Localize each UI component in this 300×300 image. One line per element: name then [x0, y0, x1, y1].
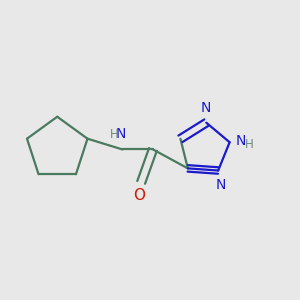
Text: H: H — [110, 128, 118, 141]
Text: N: N — [216, 178, 226, 192]
Text: H: H — [245, 138, 254, 151]
Text: N: N — [201, 101, 211, 115]
Text: N: N — [116, 127, 126, 141]
Text: O: O — [133, 188, 145, 203]
Text: N: N — [236, 134, 247, 148]
